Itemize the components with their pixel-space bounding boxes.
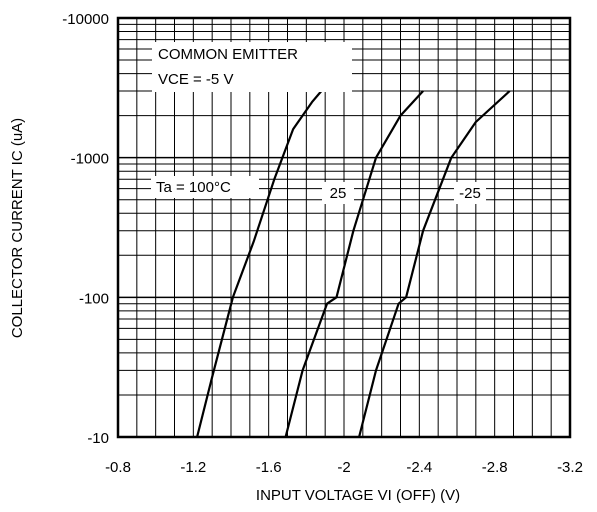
- x-tick-label: -2.8: [482, 459, 508, 476]
- series: 25 -25: [196, 90, 511, 438]
- x-tick-label: -1.6: [256, 459, 282, 476]
- annotation-box-common-emitter: [152, 42, 352, 92]
- x-tick-label: -1.2: [180, 459, 206, 476]
- annotation-common-emitter: COMMON EMITTER: [158, 46, 298, 63]
- curve-label: -25: [459, 185, 481, 202]
- y-tick-label: -10000: [62, 11, 109, 28]
- x-axis-title: INPUT VOLTAGE VI (OFF) (V): [256, 487, 460, 504]
- x-tick-label: -3.2: [557, 459, 583, 476]
- tick-labels: -0.8 -1.2 -1.6 -2 -2.4 -2.8 -3.2 -10000 -1000 -10…: [62, 11, 583, 476]
- series-line: [358, 90, 511, 438]
- annotation-vce: VCE = -5 V: [158, 71, 233, 88]
- curve-label-background: [454, 182, 486, 204]
- curve-label-background: [322, 182, 354, 204]
- x-tick-label: -2: [337, 459, 350, 476]
- annotation-box-ta: [151, 176, 259, 198]
- x-tick-label: -2.4: [406, 459, 432, 476]
- annotations: COMMON EMITTER VCE = -5 V Ta = 100°C: [151, 42, 352, 198]
- y-axis-title: COLLECTOR CURRENT IC (uA): [9, 118, 26, 338]
- curve-label: 25: [330, 185, 347, 202]
- annotation-ta-100c: Ta = 100°C: [156, 179, 231, 196]
- y-tick-label: -10: [87, 430, 109, 447]
- series-line: [284, 90, 424, 438]
- x-tick-label: -0.8: [105, 459, 131, 476]
- y-tick-label: -100: [79, 290, 109, 307]
- series-line: [196, 90, 323, 438]
- y-tick-label: -1000: [71, 151, 109, 168]
- plot-frame: [116, 16, 572, 439]
